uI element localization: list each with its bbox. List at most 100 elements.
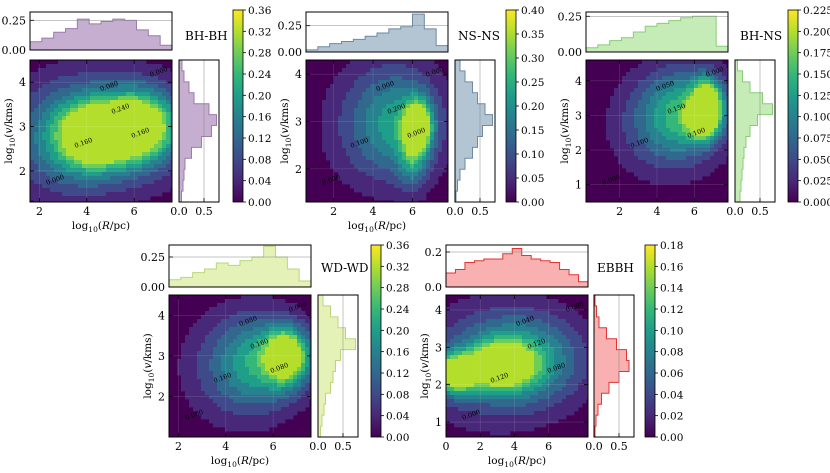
colorbar-tick-label: 0.10 <box>660 325 683 337</box>
x-tick-label: 2 <box>36 205 43 218</box>
colorbar-tick-label: 0.08 <box>660 347 683 359</box>
top-hist-tick-label: 0.25 <box>141 251 166 264</box>
colorbar-tick-label: 0.28 <box>386 283 409 295</box>
side-hist-tick-label: 0.5 <box>195 205 213 218</box>
colorbar-tick-label: 0.08 <box>248 154 271 166</box>
colorbar-tick-label: 0.15 <box>521 125 544 137</box>
colorbar-tick-label: 0.28 <box>248 48 271 60</box>
colorbar-tick-label: 0.000 <box>803 197 830 209</box>
colorbar: 0.00 0.05 0.10 0.15 0.20 0.25 0.30 0.35 0.40 <box>505 5 544 209</box>
colorbar-tick-label: 0.00 <box>660 432 683 444</box>
svg-text:log10(v/kms): log10(v/kms) <box>279 98 293 163</box>
y-tick-label: 2 <box>19 165 26 178</box>
top-hist-tick-label: 0.2 <box>425 246 443 259</box>
y-tick-label: 1 <box>575 179 582 192</box>
colorbar: 0.00 0.02 0.04 0.06 0.08 0.10 0.12 0.14 0.16 0.18 <box>644 240 684 444</box>
y-axis-label: log10(v/kms) <box>559 98 573 163</box>
side-histogram: 0.0 0.5 <box>309 294 359 453</box>
svg-text:log10(v/kms): log10(v/kms) <box>559 98 573 163</box>
y-tick-label: 3 <box>295 116 302 129</box>
svg-text:log10(v/kms): log10(v/kms) <box>3 98 17 163</box>
colorbar-tick-label: 0.04 <box>660 389 684 401</box>
colorbar-tick-label: 0.20 <box>248 90 271 102</box>
colorbar-tick-label: 0.32 <box>386 261 409 273</box>
x-axis-label: log10(R/pc) <box>72 220 130 234</box>
y-axis-label: log10(v/kms) <box>142 333 156 398</box>
side-hist-tick-label: 0.5 <box>610 440 628 453</box>
x-tick-label: 4 <box>654 205 661 218</box>
y-tick-label: 4 <box>435 304 442 317</box>
side-hist-tick-label: 0.5 <box>334 440 352 453</box>
colorbar-tick-label: 0.36 <box>248 5 272 17</box>
colorbar-tick-label: 0.30 <box>521 53 544 65</box>
top-histogram-bars <box>29 18 173 51</box>
colorbar-tick-label: 0.00 <box>248 197 271 209</box>
colorbar-tick-label: 0.36 <box>386 240 410 252</box>
x-tick-label: 4 <box>370 205 377 218</box>
side-histogram-bars <box>734 59 773 203</box>
side-histogram: 0.0 0.5 <box>585 294 635 453</box>
colorbar-tick-label: 0.12 <box>248 133 271 145</box>
side-histogram-bars <box>178 59 217 203</box>
side-hist-tick-label: 0.0 <box>726 205 744 218</box>
colorbar-tick-label: 0.04 <box>386 411 410 423</box>
colorbar-tick-label: 0.20 <box>386 325 409 337</box>
colorbar-tick-label: 0.075 <box>803 133 830 145</box>
x-tick-label: 6 <box>409 205 416 218</box>
x-tick-label: 6 <box>545 440 552 453</box>
main-axes-frame <box>29 59 173 203</box>
x-axis-label: log10(R/pc) <box>211 455 269 469</box>
colorbar-tick-label: 0.10 <box>521 149 544 161</box>
colorbar-tick-label: 0.16 <box>660 261 684 273</box>
svg-text:log10(R/pc): log10(R/pc) <box>211 455 269 469</box>
top-histogram: 0.00 0.25 <box>141 244 312 294</box>
colorbar-tick-label: 0.100 <box>803 112 830 124</box>
y-tick-label: 2 <box>295 163 302 176</box>
top-hist-tick-label: 0.00 <box>558 46 583 59</box>
top-hist-tick-label: 0.0 <box>425 281 443 294</box>
colorbar: 0.00 0.04 0.08 0.12 0.16 0.20 0.24 0.28 0.32 0.36 <box>370 240 410 444</box>
y-axis-label: log10(v/kms) <box>279 98 293 163</box>
svg-text:log10(v/kms): log10(v/kms) <box>142 333 156 398</box>
colorbar-tick-label: 0.24 <box>386 304 410 316</box>
main-axes-frame <box>305 59 449 203</box>
x-tick-label: 0 <box>443 440 450 453</box>
y-tick-label: 3 <box>575 109 582 122</box>
y-tick-label: 2 <box>158 390 165 403</box>
top-histogram-bars <box>305 13 449 53</box>
top-hist-tick-label: 0.00 <box>278 46 303 59</box>
side-hist-tick-label: 0.0 <box>170 205 188 218</box>
x-tick-label: 4 <box>511 440 518 453</box>
x-axis-label: log10(R/pc) <box>488 455 546 469</box>
colorbar-tick-label: 0.225 <box>803 5 830 17</box>
side-histogram-bars <box>317 294 356 438</box>
colorbar-tick-label: 0.125 <box>803 90 830 102</box>
x-tick-label: 4 <box>83 205 90 218</box>
y-axis-label: log10(v/kms) <box>419 333 433 398</box>
panel-name: EBBH <box>597 261 634 275</box>
top-histogram-bars <box>445 248 589 288</box>
x-tick-label: 2 <box>330 205 337 218</box>
side-histogram: 0.0 0.5 <box>726 59 776 218</box>
y-tick-label: 2 <box>435 379 442 392</box>
y-tick-label: 4 <box>295 68 302 81</box>
colorbar-tick-label: 0.08 <box>386 389 409 401</box>
top-hist-tick-label: 0.25 <box>278 20 303 33</box>
svg-text:log10(R/pc): log10(R/pc) <box>348 220 406 234</box>
top-histogram: 0.00 0.25 <box>558 10 729 59</box>
side-hist-tick-label: 0.0 <box>309 440 327 453</box>
side-hist-tick-label: 0.5 <box>751 205 769 218</box>
panel-name: BH-BH <box>185 29 228 43</box>
colorbar-tick-label: 0.25 <box>521 77 544 89</box>
y-tick-label: 4 <box>575 75 582 88</box>
side-histogram: 0.0 0.5 <box>170 59 220 218</box>
x-tick-label: 6 <box>131 205 138 218</box>
colorbar: 0.00 0.04 0.08 0.12 0.16 0.20 0.24 0.28 0.32 0.36 <box>232 5 272 209</box>
top-histogram-bars <box>168 245 312 288</box>
side-histogram-bars <box>593 294 630 438</box>
x-tick-label: 6 <box>691 205 698 218</box>
